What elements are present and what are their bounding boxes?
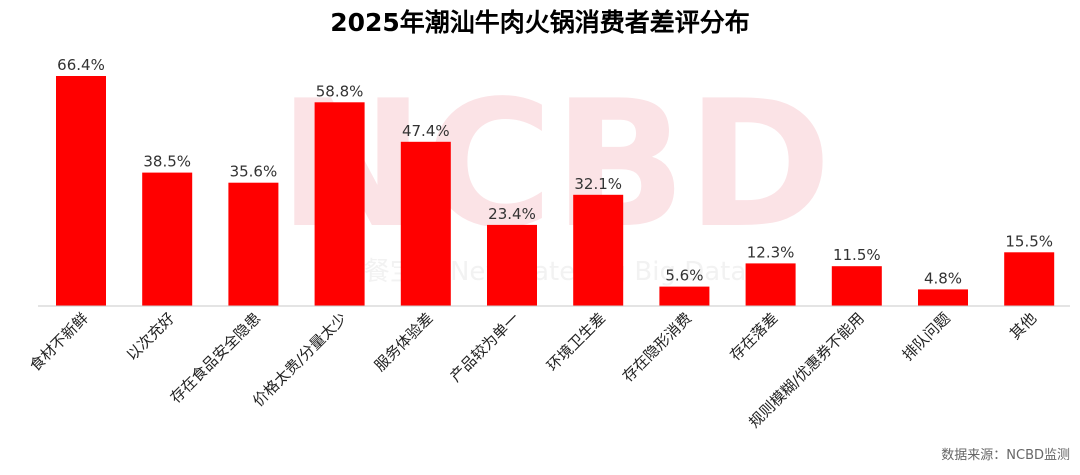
category-label: 以次充好	[123, 309, 178, 364]
value-label: 66.4%	[57, 56, 105, 74]
bar	[142, 172, 193, 306]
value-label: 12.3%	[747, 243, 795, 261]
bar	[1004, 252, 1055, 306]
category-label: 产品较为单一	[446, 309, 522, 385]
value-label: 47.4%	[402, 122, 450, 140]
bar	[487, 224, 537, 306]
value-label-group: 66.4% 38.5% 35.6% 58.8% 47.4% 23.4% 32.1% 5.6% 1…	[57, 56, 1053, 287]
source-note: 数据来源：NCBD监测	[941, 448, 1070, 463]
bar	[745, 263, 796, 306]
category-label: 存在食品安全隐患	[167, 309, 265, 407]
category-label: 价格太贵/分量太少	[249, 309, 350, 410]
value-label: 23.4%	[488, 205, 536, 223]
value-label: 38.5%	[143, 153, 191, 171]
category-label: 存在隐形消费	[619, 309, 695, 385]
bar	[573, 194, 624, 306]
bar	[400, 141, 451, 306]
bar	[918, 289, 968, 306]
watermark-logo: NCBD	[278, 64, 832, 267]
watermark: NCBD 餐宝典 New Catering Big Data	[278, 64, 832, 287]
bar-group	[56, 76, 1055, 306]
bar	[56, 76, 106, 306]
bar	[228, 182, 279, 306]
chart-title: 2025年潮汕牛肉火锅消费者差评分布	[330, 8, 750, 37]
value-label: 32.1%	[574, 175, 622, 193]
bar	[831, 266, 882, 306]
category-label: 排队问题	[899, 309, 954, 364]
category-label: 其他	[1006, 309, 1040, 343]
value-label: 5.6%	[665, 267, 703, 285]
category-label: 服务体验差	[371, 309, 437, 375]
category-label: 环境卫生差	[543, 309, 609, 375]
value-label: 11.5%	[833, 246, 881, 264]
value-label: 58.8%	[316, 82, 364, 100]
bar	[314, 102, 365, 306]
value-label: 4.8%	[924, 269, 962, 287]
value-label: 35.6%	[230, 163, 278, 181]
bar	[659, 286, 710, 306]
category-label: 食材不新鲜	[26, 309, 92, 375]
category-label: 存在落差	[726, 309, 781, 364]
value-label: 15.5%	[1005, 232, 1053, 250]
